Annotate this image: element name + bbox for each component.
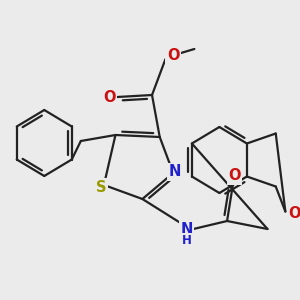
Text: O: O	[229, 169, 241, 184]
Text: S: S	[96, 179, 106, 194]
Text: O: O	[289, 206, 300, 221]
Text: O: O	[167, 47, 179, 62]
Text: N: N	[181, 221, 193, 236]
Text: O: O	[103, 89, 116, 104]
Text: N: N	[169, 164, 181, 179]
Text: H: H	[182, 235, 192, 248]
